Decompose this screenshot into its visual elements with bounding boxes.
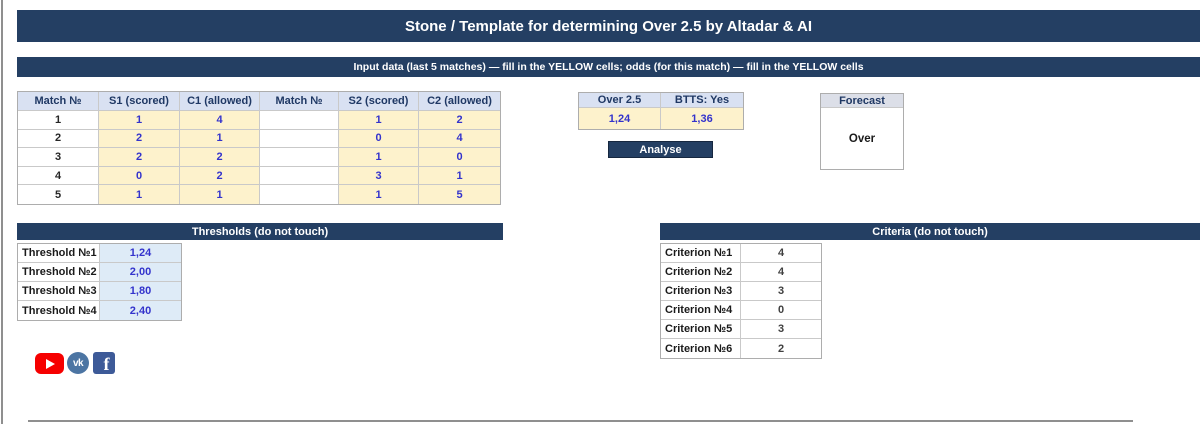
thresholds-table: Threshold №1 1,24 Threshold №2 2,00 Thre… — [17, 243, 182, 321]
criterion-label: Criterion №1 — [661, 244, 741, 263]
s2-input-cell[interactable]: 1 — [339, 185, 419, 204]
col-header-match1: Match № — [18, 92, 99, 111]
vk-glyph: vk — [72, 357, 84, 369]
s2-input-cell[interactable]: 0 — [339, 129, 419, 149]
match-number-cell: 4 — [18, 166, 99, 186]
match2-empty-cell — [260, 185, 339, 204]
col-header-c2: C2 (allowed) — [419, 92, 500, 111]
threshold-value: 1,80 — [100, 282, 181, 301]
vk-icon[interactable]: vk — [67, 352, 89, 374]
criterion-value: 4 — [741, 244, 821, 263]
analyse-button[interactable]: Analyse — [608, 141, 713, 158]
s2-input-cell[interactable]: 1 — [339, 148, 419, 167]
play-triangle-icon — [46, 358, 55, 369]
odds-table: Over 2.5 BTTS: Yes 1,24 1,36 — [578, 92, 744, 130]
criterion-label: Criterion №2 — [661, 263, 741, 282]
threshold-value: 2,00 — [100, 263, 181, 282]
col-header-match2: Match № — [260, 92, 339, 111]
threshold-label: Threshold №3 — [18, 282, 100, 301]
criterion-value: 0 — [741, 301, 821, 320]
match-number-cell: 3 — [18, 148, 99, 167]
criteria-table: Criterion №1 4 Criterion №2 4 Criterion … — [660, 243, 822, 359]
instructions-banner: Input data (last 5 matches) — fill in th… — [17, 57, 1200, 77]
criterion-value: 3 — [741, 282, 821, 301]
match-number-cell: 1 — [18, 111, 99, 130]
forecast-header: Forecast — [821, 94, 903, 108]
col-header-s1: S1 (scored) — [99, 92, 180, 111]
c1-input-cell[interactable]: 1 — [180, 129, 260, 149]
criterion-label: Criterion №4 — [661, 301, 741, 320]
criteria-section-header: Criteria (do not touch) — [660, 223, 1200, 240]
c2-input-cell[interactable]: 4 — [419, 129, 500, 149]
c2-input-cell[interactable]: 5 — [419, 185, 500, 204]
c2-input-cell[interactable]: 1 — [419, 166, 500, 186]
c1-input-cell[interactable]: 4 — [180, 111, 260, 130]
s1-input-cell[interactable]: 2 — [99, 148, 180, 167]
s2-input-cell[interactable]: 3 — [339, 166, 419, 186]
threshold-value: 1,24 — [100, 244, 181, 263]
threshold-label: Threshold №2 — [18, 263, 100, 282]
match-number-cell: 2 — [18, 129, 99, 149]
match2-empty-cell — [260, 129, 339, 149]
facebook-icon[interactable]: f — [93, 352, 115, 374]
youtube-icon[interactable] — [35, 353, 64, 374]
social-links: vk f — [35, 352, 155, 375]
match2-empty-cell — [260, 111, 339, 130]
c1-input-cell[interactable]: 2 — [180, 166, 260, 186]
matches-table: Match № S1 (scored) C1 (allowed) Match №… — [17, 91, 501, 205]
btts-odds-input[interactable]: 1,36 — [661, 108, 743, 129]
s1-input-cell[interactable]: 0 — [99, 166, 180, 186]
s1-input-cell[interactable]: 1 — [99, 111, 180, 130]
s2-input-cell[interactable]: 1 — [339, 111, 419, 130]
forecast-box: Forecast Over — [820, 93, 904, 170]
criterion-label: Criterion №5 — [661, 320, 741, 339]
match2-empty-cell — [260, 148, 339, 167]
criterion-value: 3 — [741, 320, 821, 339]
match2-empty-cell — [260, 166, 339, 186]
c2-input-cell[interactable]: 0 — [419, 148, 500, 167]
threshold-label: Threshold №1 — [18, 244, 100, 263]
s1-input-cell[interactable]: 1 — [99, 185, 180, 204]
c1-input-cell[interactable]: 2 — [180, 148, 260, 167]
odds-header-over25: Over 2.5 — [579, 93, 661, 108]
page-title: Stone / Template for determining Over 2.… — [17, 10, 1200, 42]
match-number-cell: 5 — [18, 185, 99, 204]
criterion-value: 2 — [741, 339, 821, 358]
threshold-label: Threshold №4 — [18, 301, 100, 320]
threshold-value: 2,40 — [100, 301, 181, 320]
forecast-value: Over — [848, 132, 876, 145]
c1-input-cell[interactable]: 1 — [180, 185, 260, 204]
col-header-s2: S2 (scored) — [339, 92, 419, 111]
page-edge-left — [1, 0, 3, 424]
c2-input-cell[interactable]: 2 — [419, 111, 500, 130]
page-edge-bottom — [28, 420, 1133, 422]
facebook-glyph: f — [103, 354, 110, 374]
criterion-value: 4 — [741, 263, 821, 282]
over25-odds-input[interactable]: 1,24 — [579, 108, 661, 129]
col-header-c1: C1 (allowed) — [180, 92, 260, 111]
criterion-label: Criterion №3 — [661, 282, 741, 301]
thresholds-section-header: Thresholds (do not touch) — [17, 223, 503, 240]
s1-input-cell[interactable]: 2 — [99, 129, 180, 149]
odds-header-btts: BTTS: Yes — [661, 93, 743, 108]
criterion-label: Criterion №6 — [661, 339, 741, 358]
